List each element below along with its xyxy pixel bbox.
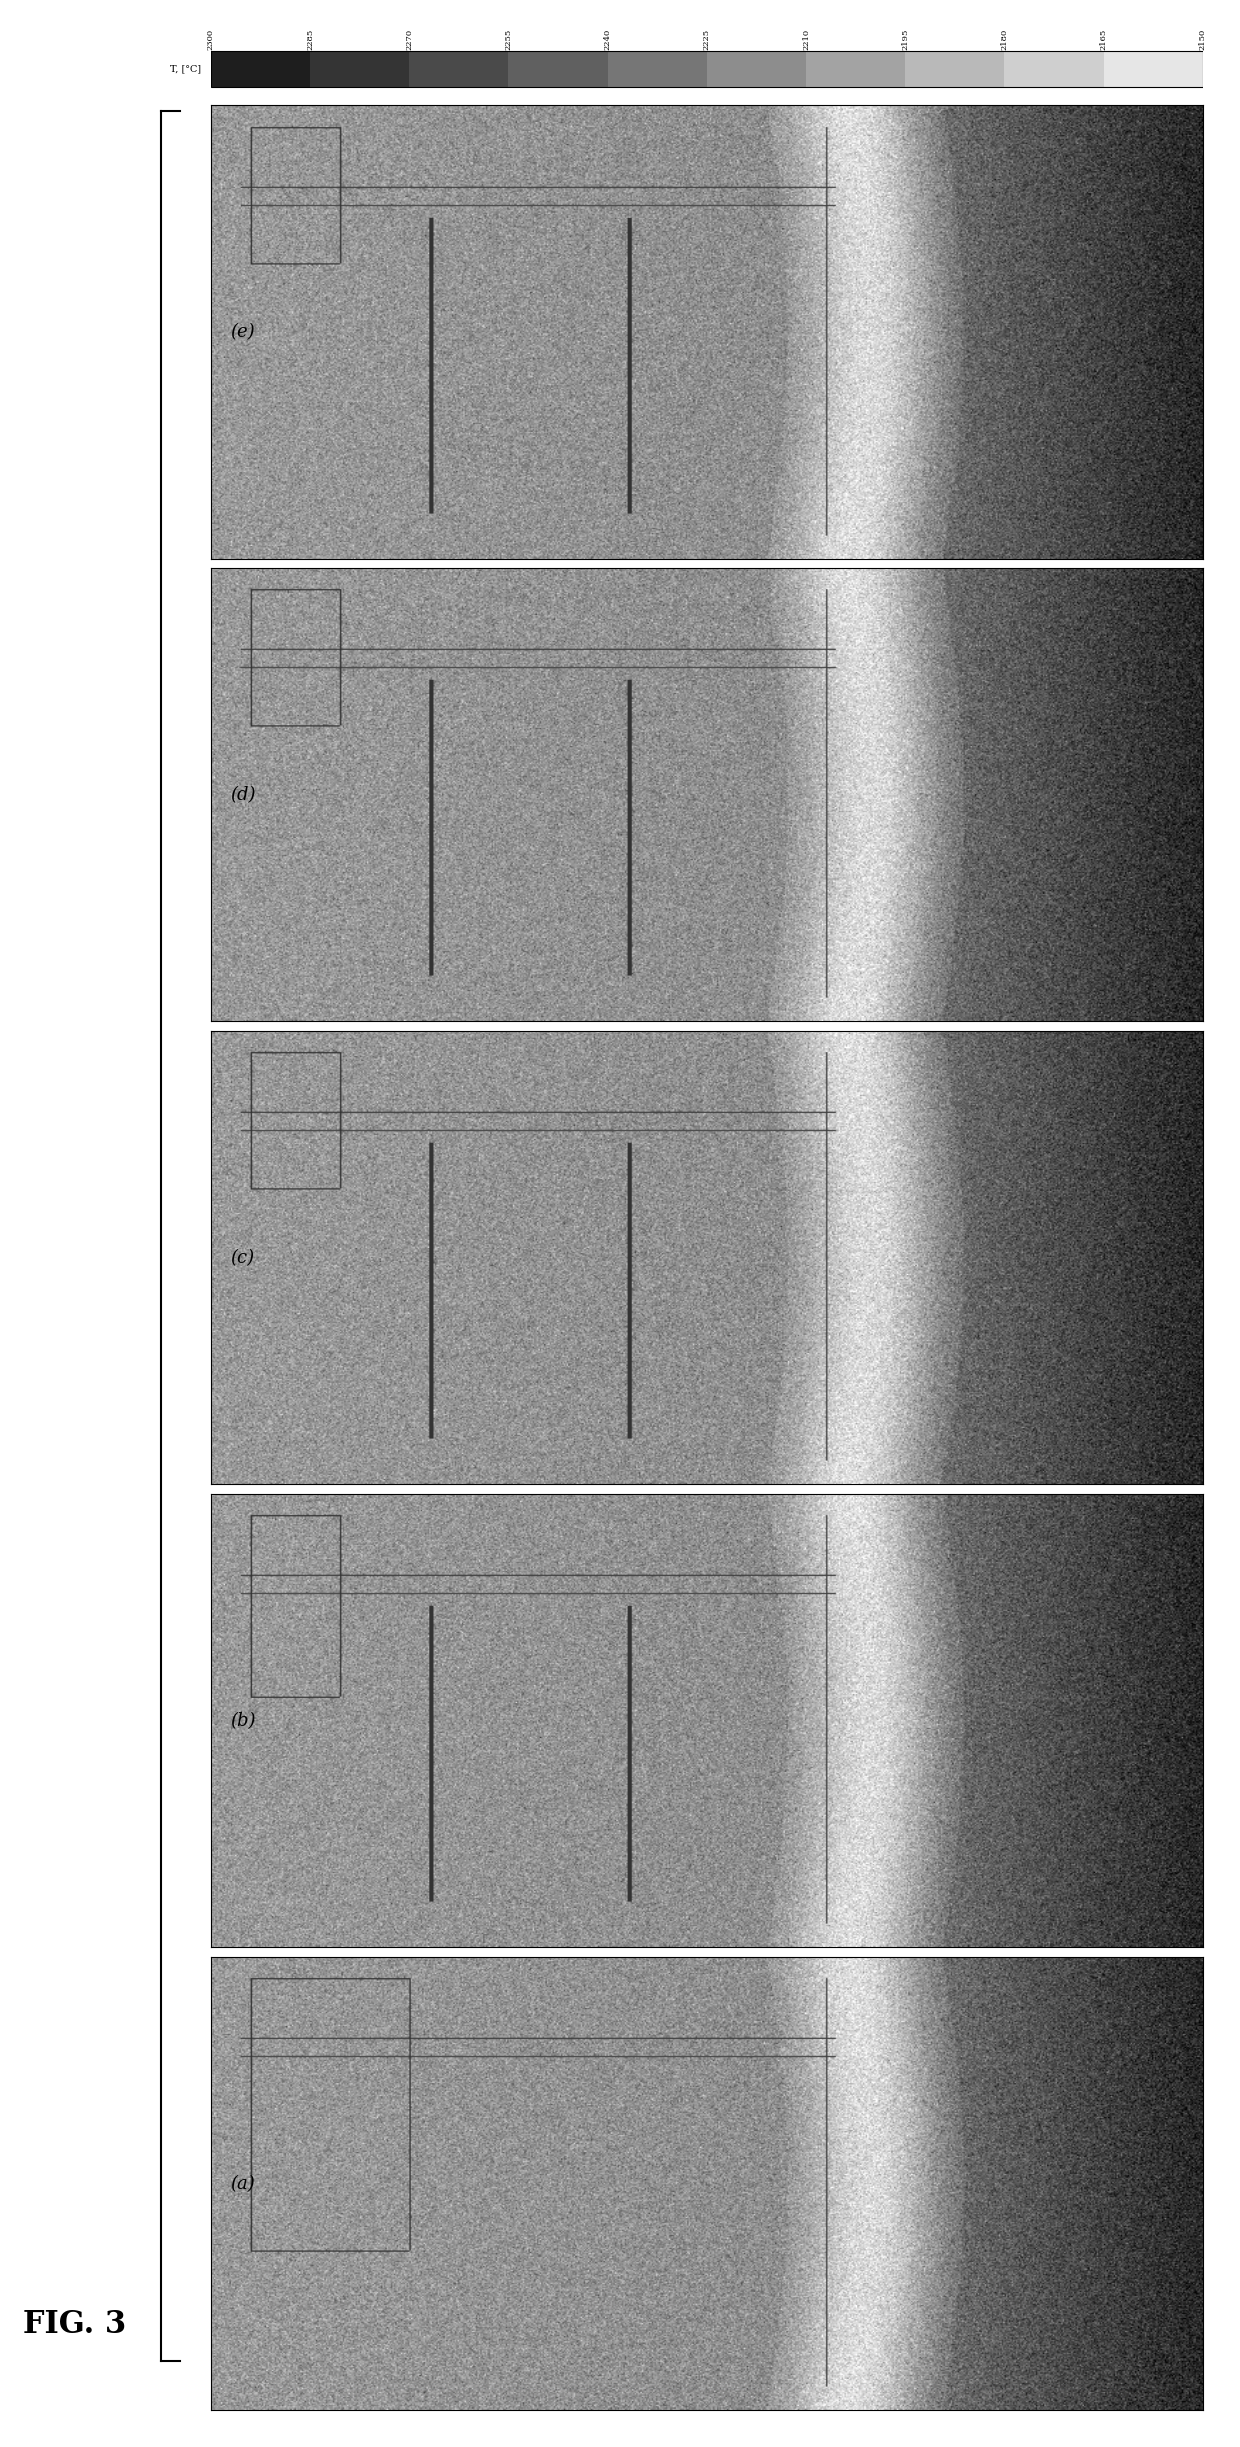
- Text: (d): (d): [231, 785, 257, 805]
- Bar: [508, 51, 608, 86]
- Bar: [806, 51, 905, 86]
- Bar: [1004, 51, 1104, 86]
- Text: 2270: 2270: [405, 29, 413, 49]
- Text: 2180: 2180: [1001, 29, 1008, 49]
- Text: FIG. 3: FIG. 3: [22, 2310, 126, 2339]
- Text: 2165: 2165: [1100, 29, 1107, 49]
- Bar: [409, 51, 508, 86]
- Text: (b): (b): [231, 1713, 257, 1730]
- Bar: [608, 51, 707, 86]
- Bar: [310, 51, 409, 86]
- Bar: [211, 51, 310, 86]
- Text: 2300: 2300: [207, 29, 215, 49]
- Text: (e): (e): [231, 323, 255, 340]
- Bar: [905, 51, 1004, 86]
- Text: 2240: 2240: [604, 29, 611, 49]
- Text: 2195: 2195: [901, 29, 909, 49]
- Text: 2150: 2150: [1199, 29, 1207, 49]
- Text: 2210: 2210: [802, 29, 810, 49]
- Text: 2225: 2225: [703, 29, 711, 49]
- Bar: [707, 51, 806, 86]
- Text: (c): (c): [231, 1248, 254, 1268]
- Bar: [1104, 51, 1203, 86]
- Bar: [211, 51, 1203, 86]
- Text: 2285: 2285: [306, 29, 314, 49]
- Text: T, [°C]: T, [°C]: [170, 64, 201, 73]
- Text: 2255: 2255: [505, 29, 512, 49]
- Text: (a): (a): [231, 2175, 255, 2193]
